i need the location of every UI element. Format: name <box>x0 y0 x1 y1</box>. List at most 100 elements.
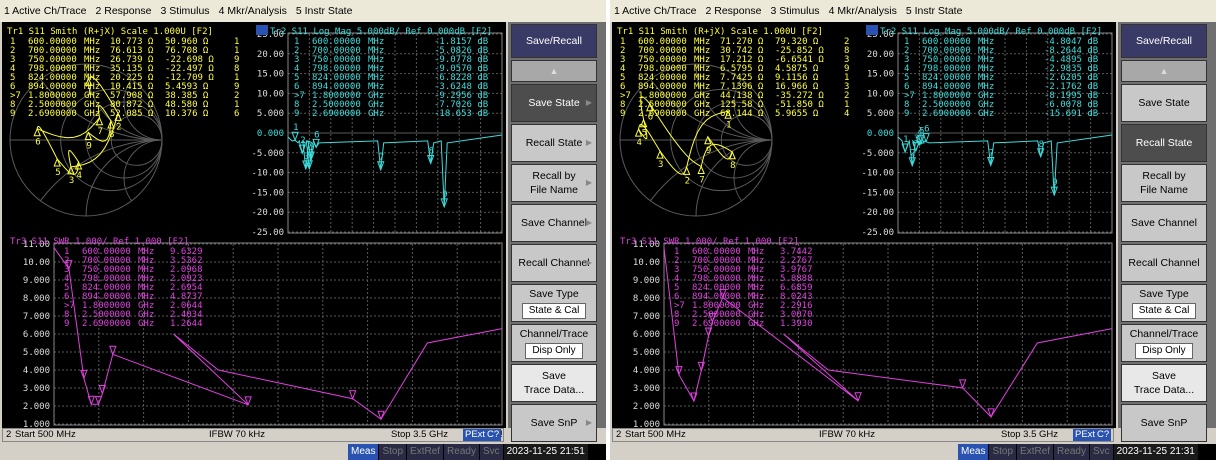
marker-number: 8 <box>294 100 299 110</box>
marker-reactance: 76.708 Ω <box>165 46 209 56</box>
marker-unit: MHz <box>368 55 384 65</box>
tr1-marker-row: 5 824.00000 MHz 20.225 Ω -12.709 Ω 1 <box>10 73 239 83</box>
softkey-recall-channel[interactable]: Recall Channel <box>1121 244 1207 282</box>
stop-frequency[interactable]: Stop 3.5 GHz <box>1001 429 1059 440</box>
softkey-label: Recall Channel <box>518 257 590 269</box>
left-analyzer-screen: 1 Active Ch/Trace 2 Response 3 Stimulus 4 M… <box>0 0 606 460</box>
marker-unit: MHz <box>694 64 710 74</box>
marker-extra: 1 <box>234 73 239 83</box>
smith-reactance-arc <box>123 139 162 216</box>
marker-frequency: 824.00000 <box>692 283 741 293</box>
softkey-recall-state[interactable]: Recall State <box>1121 124 1207 162</box>
softkey-save-state[interactable]: Save State <box>1121 84 1207 122</box>
logmag-marker-label-0: 1 <box>903 135 908 145</box>
smith-marker-3 <box>74 160 83 170</box>
swr-ytick: 6.000 <box>633 330 660 340</box>
meas-indicator: Meas <box>958 444 989 460</box>
softkey-save-recall[interactable]: Save/Recall <box>1121 24 1207 58</box>
logmag-frame <box>287 32 503 234</box>
marker-value: 4.8737 <box>170 292 203 302</box>
softkey-channel-trace[interactable]: Channel/Trace Disp Only <box>1121 324 1207 362</box>
marker-frequency: 894.00000 <box>638 82 687 92</box>
marker-resistance: 68.144 Ω <box>720 109 764 119</box>
logmag-ytick: 5.000 <box>257 109 284 119</box>
softkey-label: Save SnP <box>1140 417 1188 429</box>
smith-marker-label-1: 2 <box>116 122 121 132</box>
softkey-save-trace-data[interactable]: Save Trace Data... <box>511 364 597 402</box>
marker-number: 5 <box>904 73 909 83</box>
marker-number: 4 <box>674 274 679 284</box>
tr3-marker-row: >7 1.8000000 GHz 2.2916 <box>674 301 813 311</box>
tr3-marker-row: 5 824.00000 MHz 2.6954 <box>64 283 203 293</box>
logmag-marker-label-4: 5 <box>309 143 314 153</box>
marker-frequency: 894.00000 <box>922 82 971 92</box>
marker-number: 6 <box>294 82 299 92</box>
softkey-save-type[interactable]: Save Type State & Cal <box>1121 284 1207 322</box>
softkey-save-state[interactable]: Save State ▶ <box>511 84 597 122</box>
menu-stimulus[interactable]: 3 Stimulus <box>770 5 820 17</box>
softkey-channel-trace[interactable]: Channel/Trace Disp Only <box>511 324 597 362</box>
marker-number: 3 <box>64 265 69 275</box>
menu-response[interactable]: 2 Response <box>705 5 762 17</box>
menu-instr-state[interactable]: 5 Instr State <box>905 5 963 17</box>
smith-reactance-arc <box>10 139 162 216</box>
menu-active-ch-trace[interactable]: 1 Active Ch/Trace <box>4 5 87 17</box>
softkey-panel: Save/Recall ▲ Save State ▶ Recall State ▶ Reca… <box>508 22 606 460</box>
menu-instr-state[interactable]: 5 Instr State <box>295 5 353 17</box>
marker-resistance: 26.739 Ω <box>110 55 154 65</box>
marker-unit: GHz <box>138 301 154 311</box>
swr-chart-tr3: 11.00 10.00 9.000 8.000 7.000 6.000 5.000 4.000… <box>620 237 1113 428</box>
marker-frequency: 600.00000 <box>638 37 687 47</box>
start-frequency[interactable]: Start 500 MHz <box>625 429 686 440</box>
menu-active-ch-trace[interactable]: 1 Active Ch/Trace <box>614 5 697 17</box>
marker-frequency: 798.00000 <box>638 64 687 74</box>
softkey-save-snp[interactable]: Save SnP ▶ <box>511 404 597 442</box>
softkey-save-channel[interactable]: Save Channel <box>1121 204 1207 242</box>
softkey-[interactable]: ▲ <box>1121 60 1207 82</box>
marker-extra: 2 <box>844 91 849 101</box>
marker-number: 6 <box>620 82 625 92</box>
menu-stimulus[interactable]: 3 Stimulus <box>160 5 210 17</box>
marker-number: 8 <box>904 100 909 110</box>
swr-marker-0 <box>65 260 73 271</box>
logmag-ytick: 0.000 <box>867 129 894 139</box>
swr-marker-8 <box>987 408 995 419</box>
start-frequency[interactable]: Start 500 MHz <box>15 429 76 440</box>
softkey-[interactable]: ▲ <box>511 60 597 82</box>
stop-frequency[interactable]: Stop 3.5 GHz <box>391 429 449 440</box>
softkey-recall-state[interactable]: Recall State ▶ <box>511 124 597 162</box>
softkey-recall-by-file-name[interactable]: Recall by File Name ▶ <box>511 164 597 202</box>
swr-trace-tr3 <box>663 247 1113 418</box>
softkey-save-trace-data[interactable]: Save Trace Data... <box>1121 364 1207 402</box>
marker-frequency: 894.00000 <box>28 82 77 92</box>
softkey-save-type[interactable]: Save Type State & Cal <box>511 284 597 322</box>
smith-marker-0 <box>724 110 732 119</box>
marker-resistance: 10.415 Ω <box>110 82 154 92</box>
softkey-save-snp[interactable]: Save SnP <box>1121 404 1207 442</box>
marker-frequency: 824.00000 <box>638 73 687 83</box>
softkey-recall-by-file-name[interactable]: Recall by File Name <box>1121 164 1207 202</box>
marker-unit: MHz <box>368 64 384 74</box>
smith-marker-label-5: 6 <box>35 138 40 148</box>
marker-frequency: 600.00000 <box>922 37 971 47</box>
marker-frequency: 894.00000 <box>692 292 741 302</box>
ifbw[interactable]: IFBW 70 kHz <box>819 429 875 440</box>
softkey-save-channel[interactable]: Save Channel ▶ <box>511 204 597 242</box>
ifbw[interactable]: IFBW 70 kHz <box>209 429 265 440</box>
smith-reactance-arc <box>733 139 772 216</box>
softkey-save-recall[interactable]: Save/Recall <box>511 24 597 58</box>
menu-mkr-analysis[interactable]: 4 Mkr/Analysis <box>828 5 897 17</box>
softkey-recall-channel[interactable]: Recall Channel ▶ <box>511 244 597 282</box>
marker-number: 4 <box>620 64 625 74</box>
menu-mkr-analysis[interactable]: 4 Mkr/Analysis <box>218 5 287 17</box>
marker-number: 9 <box>10 109 15 119</box>
tr2-marker-row: 6 894.00000 MHz -3.6248 dB <box>294 82 488 92</box>
tr2-marker-row: 3 750.00000 MHz -9.0778 dB <box>294 55 488 65</box>
smith-marker-7 <box>728 150 736 160</box>
menu-response[interactable]: 2 Response <box>95 5 152 17</box>
swr-ytick: 11.00 <box>23 240 50 250</box>
calibration-badge: C? <box>485 429 502 441</box>
marker-frequency: 2.6900000 <box>28 109 77 119</box>
logmag-ytick: 15.00 <box>867 70 894 80</box>
